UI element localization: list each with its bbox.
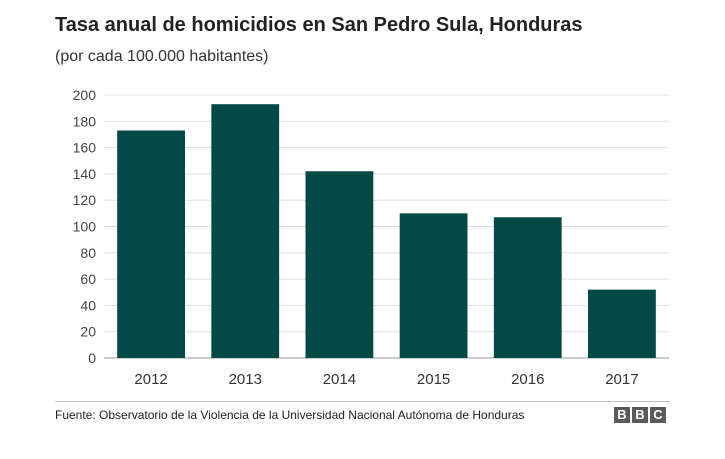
bar-2017 [588,289,656,358]
bar-2016 [493,217,562,358]
x-tick-label: 2017 [605,371,638,388]
x-tick-label: 2015 [417,371,450,388]
y-axis-tick-labels: 0 20 40 60 80 100 120 140 160 180 200 [73,87,97,366]
y-tick-label: 0 [88,350,96,366]
y-tick-label: 60 [80,271,96,287]
bar-chart: 0 20 40 60 80 100 120 140 160 180 200 2012 2013 2014… [73,87,669,388]
bbc-logo-letter: B [614,407,630,423]
bar-2014 [305,171,374,358]
bbc-logo-letter: C [650,407,666,423]
footer-divider [55,401,669,402]
y-tick-label: 20 [80,324,96,340]
chart-subtitle: (por cada 100.000 habitantes) [55,48,269,65]
y-tick-label: 80 [80,245,96,261]
bar-2012 [117,130,185,358]
y-tick-label: 140 [73,166,97,182]
x-tick-label: 2012 [134,371,167,388]
y-tick-label: 200 [73,87,97,103]
grid-lines [104,94,669,359]
bar-2015 [399,213,468,358]
x-tick-label: 2016 [511,371,544,388]
bbc-logo: B B C [614,407,666,423]
bar-2013 [211,104,280,358]
y-tick-label: 120 [73,192,97,208]
bars [117,104,656,358]
bbc-logo-letter: B [632,407,648,423]
y-tick-label: 180 [73,113,97,129]
x-tick-label: 2014 [323,371,356,388]
chart-title: Tasa anual de homicidios en San Pedro Su… [55,14,583,36]
source-note: Fuente: Observatorio de la Violencia de … [55,408,525,422]
x-tick-label: 2013 [229,371,262,388]
x-axis-tick-labels: 2012 2013 2014 2015 2016 2017 [134,371,638,388]
y-tick-label: 40 [80,297,96,313]
y-tick-label: 100 [73,219,97,235]
y-tick-label: 160 [73,140,97,156]
